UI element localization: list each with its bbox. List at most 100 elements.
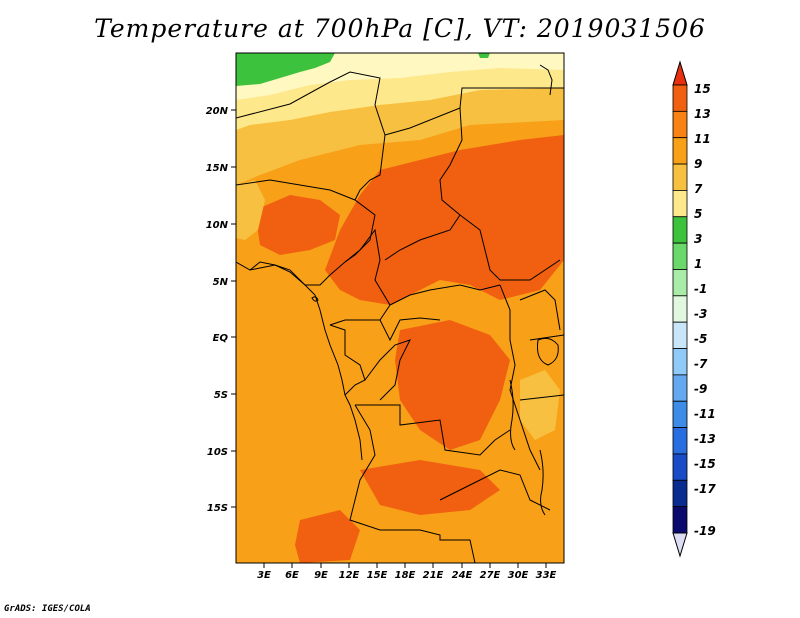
lon-label: 12E xyxy=(339,570,360,581)
colorbar-segment xyxy=(672,84,688,112)
colorbar-label: -15 xyxy=(694,457,716,471)
colorbar-label: 13 xyxy=(694,107,711,121)
map-frame xyxy=(235,52,565,564)
colorbar-segment xyxy=(672,190,688,218)
temperature-field xyxy=(236,53,564,563)
colorbar-segment xyxy=(672,295,688,323)
lon-label: 9E xyxy=(314,570,328,581)
lat-label: 10N xyxy=(206,220,229,231)
lon-tick-18e: 18E xyxy=(395,563,416,581)
lon-tick-12e: 12E xyxy=(339,563,360,581)
warm-core-south xyxy=(360,460,500,515)
colorbar-label: -11 xyxy=(694,407,716,421)
warm-core-central xyxy=(395,320,510,450)
lon-tick-3e: 3E xyxy=(257,563,271,581)
lat-tick-15s: 15S xyxy=(207,503,236,514)
warm-core-west xyxy=(255,195,340,255)
border-drc-north xyxy=(379,317,441,342)
lon-tick-27e: 27E xyxy=(480,563,501,581)
colorbar-label: 9 xyxy=(694,157,702,171)
colorbar-label: -19 xyxy=(694,524,716,538)
border-niger-libya xyxy=(236,71,386,201)
border-zambia xyxy=(439,469,551,511)
lat-tick-10n: 10N xyxy=(206,220,236,231)
lon-label: 27E xyxy=(480,570,501,581)
latitude-axis: 20N 15N 10N 5N EQ 5S 10S 15S xyxy=(206,106,236,514)
lake-malawi xyxy=(539,449,546,516)
colorbar-label: -7 xyxy=(694,357,708,371)
colorbar-labels: 15 13 11 9 7 5 3 1 -1 -3 -5 -7 -9 -11 -1… xyxy=(694,82,716,538)
warm-core-southwest xyxy=(295,510,360,563)
lon-label: 18E xyxy=(395,570,416,581)
border-drc-south xyxy=(355,404,511,456)
lat-label: 15N xyxy=(206,163,229,174)
colorbar-segment xyxy=(672,400,688,428)
lon-label: 3E xyxy=(257,570,271,581)
border-tanzania xyxy=(519,394,564,401)
grads-credit: GrADS: IGES/COLA xyxy=(4,604,91,614)
colorbar-segments xyxy=(672,84,688,534)
lat-label: 10S xyxy=(207,447,228,458)
lat-label: EQ xyxy=(213,333,229,344)
border-sudan-south xyxy=(459,214,561,281)
lon-label: 24E xyxy=(452,570,473,581)
lat-tick-5n: 5N xyxy=(213,277,236,288)
lon-label: 21E xyxy=(423,570,444,581)
mild-patch-west xyxy=(236,180,265,240)
border-car xyxy=(389,284,501,306)
border-cameroon xyxy=(329,228,391,326)
border-kenya xyxy=(529,334,564,341)
colorbar-label: 5 xyxy=(694,207,702,221)
colorbar-segment xyxy=(672,453,688,481)
colorbar-label: -17 xyxy=(694,482,716,496)
colorbar-segment xyxy=(672,269,688,297)
lon-label: 33E xyxy=(536,570,557,581)
colorbar: 15 13 11 9 7 5 3 1 -1 -3 -5 -7 -9 -11 -1… xyxy=(672,60,716,558)
lon-tick-6e: 6E xyxy=(285,563,299,581)
colorbar-segment xyxy=(672,163,688,191)
border-congo xyxy=(364,339,411,401)
lat-tick-5s: 5S xyxy=(214,390,236,401)
island-bioko xyxy=(311,296,319,302)
lon-label: 30E xyxy=(508,570,529,581)
lat-tick-10s: 10S xyxy=(207,447,236,458)
colorbar-segment xyxy=(672,216,688,244)
border-chad-east xyxy=(384,107,463,261)
lat-tick-20n: 20N xyxy=(206,106,236,117)
lon-tick-9e: 9E xyxy=(314,563,328,581)
colorbar-segment xyxy=(672,110,688,139)
colorbar-segment xyxy=(672,321,688,349)
colorbar-label: 3 xyxy=(694,232,702,246)
lon-tick-21e: 21E xyxy=(423,563,444,581)
colorbar-segment xyxy=(672,479,688,508)
lat-label: 5N xyxy=(213,277,229,288)
lat-tick-eq: EQ xyxy=(213,333,236,344)
country-borders xyxy=(236,64,564,563)
lon-tick-33e: 33E xyxy=(536,563,557,581)
border-angola xyxy=(349,404,476,563)
colorbar-segment xyxy=(672,348,688,376)
colorbar-label: 15 xyxy=(694,82,711,96)
red-sea-coast xyxy=(539,64,553,96)
lon-label: 15E xyxy=(367,570,388,581)
colorbar-label: -13 xyxy=(694,432,716,446)
lon-label: 6E xyxy=(285,570,299,581)
colorbar-bottom-arrow xyxy=(672,532,688,558)
colorbar-label: -1 xyxy=(694,282,707,296)
colorbar-segment xyxy=(672,242,688,270)
lake-tanganyika xyxy=(509,379,516,451)
border-uganda xyxy=(519,289,561,331)
colorbar-label: 7 xyxy=(694,182,703,196)
map-title: Temperature at 700hPa [C], VT: 201903150… xyxy=(94,14,706,43)
mild-patch-east xyxy=(520,370,560,440)
border-gabon xyxy=(329,324,366,396)
lat-label: 20N xyxy=(206,106,229,117)
green-patch-ne xyxy=(478,53,490,58)
colorbar-segment xyxy=(672,427,688,455)
lon-tick-30e: 30E xyxy=(508,563,529,581)
lat-label: 5S xyxy=(214,390,228,401)
warm-core-north xyxy=(325,135,564,305)
lake-victoria xyxy=(537,337,559,366)
border-east-africa xyxy=(499,284,541,471)
